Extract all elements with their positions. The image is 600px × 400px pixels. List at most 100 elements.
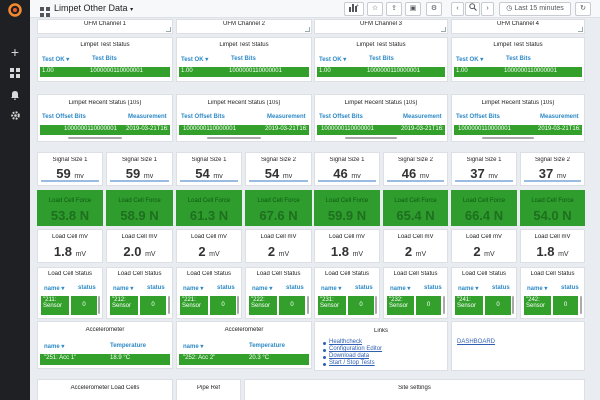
load-cell-force-panel[interactable]: Load Cell Force 65.4 N — [383, 190, 448, 226]
load-cell-mv-panel[interactable]: Load Cell mV 2 mV — [383, 229, 448, 263]
col-measurement[interactable]: Measurement — [403, 114, 442, 120]
recent-status-panel-3[interactable]: Limpet Recent Status (10s) Test Offset B… — [314, 94, 448, 142]
col-name[interactable]: name ▾ — [527, 286, 548, 292]
col-name[interactable]: name ▾ — [183, 344, 204, 350]
scrollbar[interactable] — [375, 296, 377, 314]
accelerometer-load-cells-panel[interactable]: Accelerometer Load Cells — [37, 379, 173, 400]
col-status[interactable]: status — [424, 285, 442, 291]
load-cell-force-panel[interactable]: Load Cell Force 53.8 N — [37, 190, 103, 226]
scrollbar[interactable] — [345, 137, 397, 139]
zoom-out-button[interactable] — [465, 2, 480, 16]
recent-status-panel-1[interactable]: Limpet Recent Status (10s) Test Offset B… — [37, 94, 173, 142]
col-status[interactable]: status — [286, 285, 304, 291]
test-status-panel-2[interactable]: Limpet Test Status Test OK ▾ Test Bits 1.… — [176, 37, 312, 82]
load-cell-force-panel[interactable]: Load Cell Force 54.0 N — [520, 190, 585, 226]
col-status[interactable]: status — [492, 285, 510, 291]
load-cell-status-panel[interactable]: Load Cell Status name ▾ status "242: Sensor… — [520, 267, 585, 319]
load-cell-status-panel[interactable]: Load Cell Status name ▾ status "231: Sensor… — [314, 267, 380, 319]
ufm-panel-2[interactable]: UFM Channel 2 — [176, 19, 312, 34]
load-cell-force-panel[interactable]: Load Cell Force 58.9 N — [106, 190, 173, 226]
scrollbar[interactable] — [237, 296, 239, 314]
col-name[interactable]: name ▾ — [44, 344, 65, 350]
col-name[interactable]: name ▾ — [390, 286, 411, 292]
load-cell-status-panel[interactable]: Load Cell Status name ▾ status "241: Sensor… — [451, 267, 517, 319]
accelerometer-panel-2[interactable]: Accelerometer name ▾ Temperature "252: Ac… — [176, 321, 312, 369]
healthcheck-link[interactable]: Healthcheck — [329, 339, 363, 345]
recent-status-panel-4[interactable]: Limpet Recent Status (10s) Test Offset B… — [451, 94, 585, 142]
col-test-ok[interactable]: Test OK ▾ — [319, 57, 347, 63]
col-test-ok[interactable]: Test OK ▾ — [42, 57, 70, 63]
load-cell-force-panel[interactable]: Load Cell Force 66.4 N — [451, 190, 517, 226]
col-name[interactable]: name ▾ — [458, 286, 479, 292]
dashboards-icon[interactable] — [7, 66, 23, 82]
refresh-button[interactable]: ↻ — [575, 2, 591, 16]
col-test-bits[interactable]: Test Bits — [369, 56, 394, 62]
load-cell-mv-panel[interactable]: Load Cell mV 1.8 mV — [314, 229, 380, 263]
scrollbar[interactable] — [512, 296, 514, 314]
configuration-editor-link[interactable]: Configuration Editor — [329, 346, 383, 352]
load-cell-mv-panel[interactable]: Load Cell mV 2 mV — [451, 229, 517, 263]
star-button[interactable]: ☆ — [367, 2, 383, 16]
settings-button[interactable]: ⚙ — [426, 2, 442, 16]
col-name[interactable]: name ▾ — [44, 286, 65, 292]
col-name[interactable]: name ▾ — [113, 286, 134, 292]
col-test-offset-bits[interactable]: Test Offset Bits — [319, 114, 363, 120]
site-settings-panel[interactable]: Site settings — [244, 379, 585, 400]
signal-size-panel[interactable]: Signal Size 1 46 mv — [314, 152, 380, 186]
test-status-panel-1[interactable]: Limpet Test Status Test OK ▾ Test Bits 1.… — [37, 37, 173, 82]
col-status[interactable]: status — [78, 285, 96, 291]
gear-icon[interactable] — [7, 109, 23, 125]
load-cell-status-panel[interactable]: Load Cell Status name ▾ status "211: Sensor… — [37, 267, 103, 319]
col-status[interactable]: status — [217, 285, 235, 291]
col-name[interactable]: name ▾ — [321, 286, 342, 292]
col-temperature[interactable]: Temperature — [249, 343, 285, 349]
scrollbar[interactable] — [98, 296, 100, 314]
load-cell-status-panel[interactable]: Load Cell Status name ▾ status "232: Sensor… — [383, 267, 448, 319]
signal-size-panel[interactable]: Signal Size 2 37 mv — [520, 152, 585, 186]
scrollbar[interactable] — [168, 296, 170, 314]
save-button[interactable]: ▣ — [405, 2, 421, 16]
load-cell-force-panel[interactable]: Load Cell Force 59.9 N — [314, 190, 380, 226]
col-measurement[interactable]: Measurement — [267, 114, 306, 120]
col-measurement[interactable]: Measurement — [540, 114, 579, 120]
col-name[interactable]: name ▾ — [252, 286, 273, 292]
time-forward-button[interactable]: › — [481, 2, 494, 16]
signal-size-panel[interactable]: Signal Size 2 46 mv — [383, 152, 448, 186]
load-cell-mv-panel[interactable]: Load Cell mV 2 mV — [245, 229, 312, 263]
pipe-ref-panel[interactable]: Pipe Ref — [176, 379, 241, 400]
grafana-logo-icon[interactable] — [7, 3, 23, 19]
load-cell-mv-panel[interactable]: Load Cell mV 2.0 mV — [106, 229, 173, 263]
bell-icon[interactable] — [7, 88, 23, 104]
col-status[interactable]: status — [561, 285, 579, 291]
load-cell-mv-panel[interactable]: Load Cell mV 2 mV — [176, 229, 242, 263]
resize-handle[interactable] — [578, 27, 583, 32]
recent-status-panel-2[interactable]: Limpet Recent Status (10s) Test Offset B… — [176, 94, 312, 142]
scrollbar[interactable] — [307, 296, 309, 314]
test-status-panel-3[interactable]: Limpet Test Status Test OK ▾ Test Bits 1.… — [314, 37, 448, 82]
resize-handle[interactable] — [305, 27, 310, 32]
download-data-link[interactable]: Download data — [329, 353, 370, 359]
plus-icon[interactable]: + — [10, 44, 20, 60]
load-cell-force-panel[interactable]: Load Cell Force 67.6 N — [245, 190, 312, 226]
col-test-offset-bits[interactable]: Test Offset Bits — [181, 114, 225, 120]
signal-size-panel[interactable]: Signal Size 1 37 mv — [451, 152, 517, 186]
share-button[interactable]: ⇪ — [386, 2, 402, 16]
load-cell-status-panel[interactable]: Load Cell Status name ▾ status "222: Sensor… — [245, 267, 312, 319]
resize-handle[interactable] — [441, 27, 446, 32]
signal-size-panel[interactable]: Signal Size 2 54 mv — [245, 152, 312, 186]
scrollbar[interactable] — [580, 296, 582, 314]
col-test-bits[interactable]: Test Bits — [92, 56, 117, 62]
col-test-bits[interactable]: Test Bits — [231, 56, 256, 62]
time-picker-button[interactable]: ◷ Last 15 minutes — [499, 2, 571, 16]
col-status[interactable]: status — [355, 285, 373, 291]
load-cell-status-panel[interactable]: Load Cell Status name ▾ status "212: Sensor… — [106, 267, 173, 319]
col-test-bits[interactable]: Test Bits — [506, 56, 531, 62]
col-status[interactable]: status — [147, 285, 165, 291]
load-cell-mv-panel[interactable]: Load Cell mV 1.8 mV — [520, 229, 585, 263]
scrollbar[interactable] — [482, 137, 534, 139]
col-test-offset-bits[interactable]: Test Offset Bits — [456, 114, 500, 120]
load-cell-status-panel[interactable]: Load Cell Status name ▾ status "221: Sensor… — [176, 267, 242, 319]
load-cell-force-panel[interactable]: Load Cell Force 61.3 N — [176, 190, 242, 226]
ufm-panel-1[interactable]: UFM Channel 1 — [37, 19, 173, 34]
dashboard-link[interactable]: DASHBOARD — [457, 339, 496, 345]
